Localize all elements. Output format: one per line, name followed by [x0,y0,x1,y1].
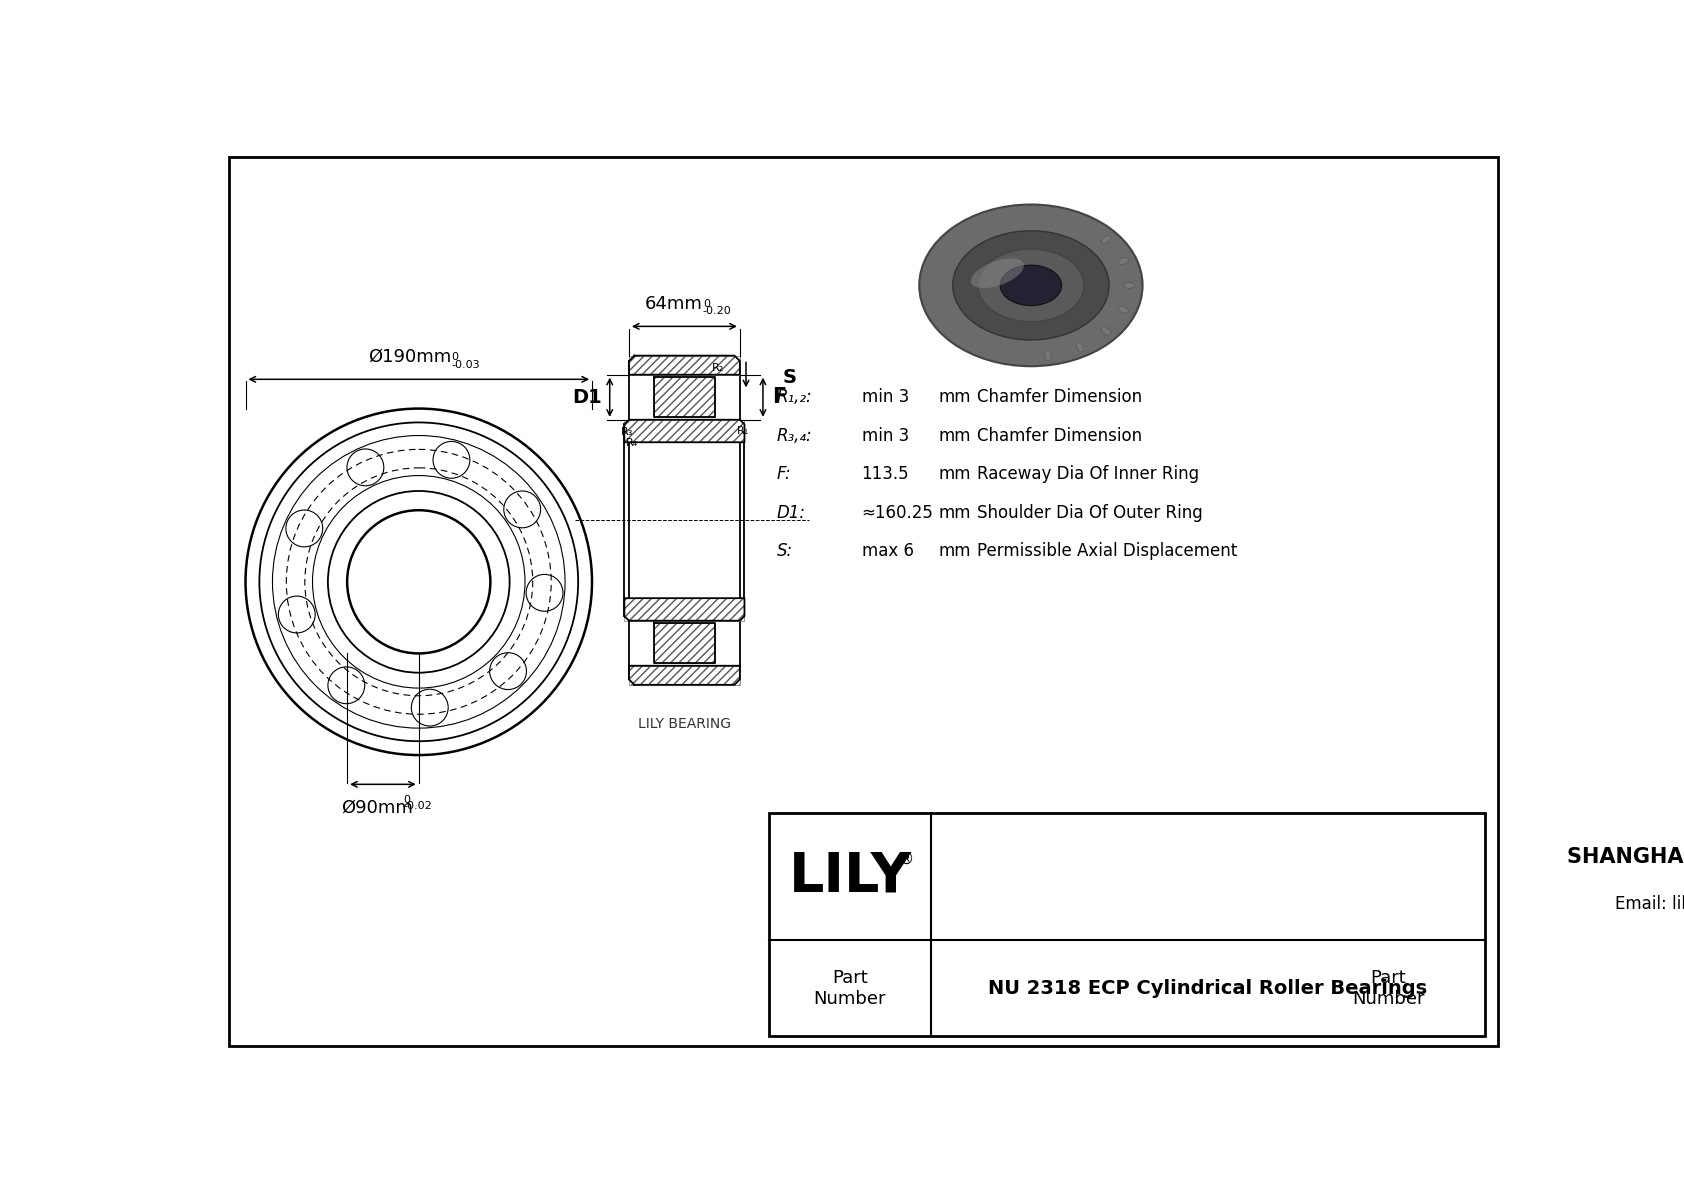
Text: 0: 0 [451,353,458,362]
Ellipse shape [1123,282,1135,288]
Bar [653,623,716,663]
Ellipse shape [1000,266,1061,306]
Text: Part
Number: Part Number [1352,968,1425,1008]
Text: D1: D1 [573,388,601,406]
Text: mm: mm [938,388,972,406]
Text: -0.02: -0.02 [402,802,431,811]
Ellipse shape [919,205,1142,366]
Text: R₁: R₁ [738,426,749,436]
Ellipse shape [1101,326,1111,336]
Text: Ø190mm: Ø190mm [367,348,451,366]
Text: Chamfer Dimension: Chamfer Dimension [977,426,1142,444]
Ellipse shape [1076,342,1084,351]
Text: R₁,₂:: R₁,₂: [776,388,812,406]
Bar [628,666,739,685]
Bar [653,378,716,417]
Text: min 3: min 3 [862,426,909,444]
Text: R₃,₄:: R₃,₄: [776,426,812,444]
Text: LILY: LILY [788,849,911,904]
Text: F:: F: [776,464,791,484]
Text: mm: mm [938,464,972,484]
Text: ®: ® [899,852,914,867]
Text: Part
Number: Part Number [813,968,886,1008]
Text: 64mm: 64mm [645,294,702,312]
Text: Email: lilybearing@lily-bearing.com: Email: lilybearing@lily-bearing.com [1615,896,1684,913]
Ellipse shape [1044,350,1051,361]
Bar [625,419,744,442]
Ellipse shape [972,258,1024,288]
Text: max 6: max 6 [862,542,913,560]
Text: 113.5: 113.5 [862,464,909,484]
Text: min 3: min 3 [862,388,909,406]
Bar [770,812,1485,1036]
Text: mm: mm [938,542,972,560]
Text: Chamfer Dimension: Chamfer Dimension [977,388,1142,406]
Ellipse shape [1118,257,1128,264]
Text: -0.20: -0.20 [702,306,731,317]
Text: D1:: D1: [776,504,807,522]
Text: Permissible Axial Displacement: Permissible Axial Displacement [977,542,1238,560]
Ellipse shape [1101,236,1111,244]
Text: ≈160.25: ≈160.25 [862,504,933,522]
Bar [625,598,744,621]
Text: LILY BEARING: LILY BEARING [638,717,731,731]
Text: R₃: R₃ [621,428,633,437]
Text: R₄: R₄ [626,438,638,448]
Ellipse shape [1118,306,1128,313]
Text: Shoulder Dia Of Outer Ring: Shoulder Dia Of Outer Ring [977,504,1202,522]
Text: 0: 0 [702,299,711,310]
Text: SHANGHAI LILY BEARING LIMITED: SHANGHAI LILY BEARING LIMITED [1566,847,1684,867]
Text: R₂: R₂ [712,363,724,373]
Text: S:: S: [776,542,793,560]
Text: -0.03: -0.03 [451,360,480,370]
Text: S: S [781,368,797,387]
Text: mm: mm [938,426,972,444]
Text: NU 2318 ECP Cylindrical Roller Bearings: NU 2318 ECP Cylindrical Roller Bearings [989,979,1428,998]
Ellipse shape [953,231,1110,339]
Text: mm: mm [938,504,972,522]
Ellipse shape [978,249,1084,322]
Text: Ø90mm: Ø90mm [340,798,413,816]
Text: 0: 0 [402,796,409,805]
Text: Raceway Dia Of Inner Ring: Raceway Dia Of Inner Ring [977,464,1199,484]
Bar [628,356,739,375]
Text: F: F [773,387,786,407]
